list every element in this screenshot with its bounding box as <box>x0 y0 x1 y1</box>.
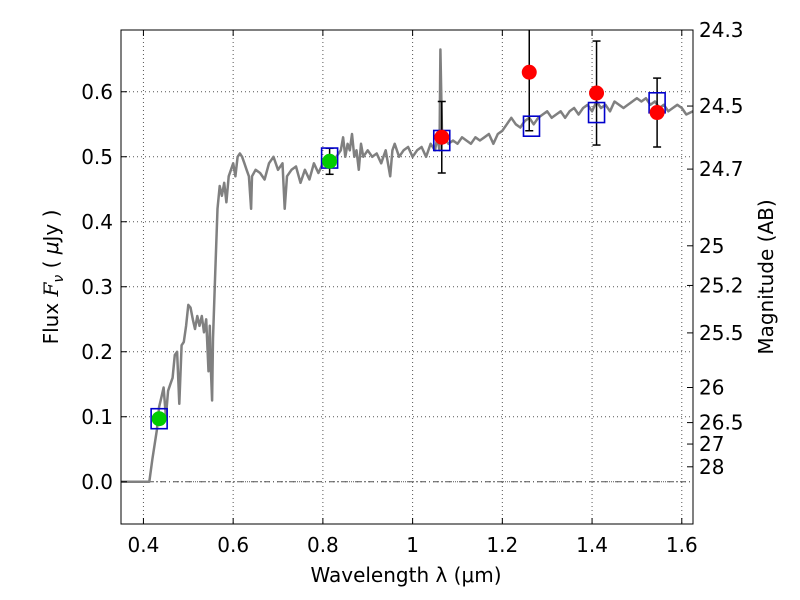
grid <box>121 30 693 524</box>
x-tick-label: 0.6 <box>217 533 249 557</box>
y-tick-label: 0.4 <box>81 210 113 234</box>
y-tick-label: 0.0 <box>81 470 113 494</box>
model-bandpass-square <box>587 101 606 124</box>
model-bandpass-square <box>522 115 541 137</box>
plot-frame <box>120 29 694 525</box>
x-tick-label: 1.4 <box>576 533 608 557</box>
optical-flux-point <box>322 153 338 169</box>
y-tick-label: 0.2 <box>81 340 113 364</box>
mag-tick-label: 26 <box>699 376 724 400</box>
series-layer <box>121 30 694 484</box>
y-axis-label-var: F <box>39 281 63 297</box>
observed-flux-point <box>589 85 605 101</box>
mag-tick-label: 24.3 <box>699 18 744 42</box>
optical-flux-point <box>151 411 167 427</box>
y-axis-label-prefix: Flux <box>39 296 63 344</box>
x-tick-label: 1 <box>406 533 419 557</box>
mag-tick-label: 25.5 <box>699 321 744 345</box>
template-spectrum-line <box>121 48 694 484</box>
y-axis-label: Flux Fν ( μJy ) <box>39 210 67 345</box>
observed-flux-point <box>434 129 450 145</box>
y-tick-label: 0.6 <box>81 80 113 104</box>
mag-tick-label: 28 <box>699 455 724 479</box>
y-axis-label-mu: μ <box>39 241 63 255</box>
y-tick-label: 0.5 <box>81 145 113 169</box>
mag-tick-label: 26.5 <box>699 411 744 435</box>
x-tick-label: 1.2 <box>486 533 518 557</box>
x-tick-label: 0.4 <box>128 533 160 557</box>
mag-tick-label: 25 <box>699 234 724 258</box>
y-axis-label-sub: ν <box>51 275 67 283</box>
observed-flux-point <box>521 64 537 80</box>
y2-axis-label: Magnitude (AB) <box>754 199 778 354</box>
y-tick-label: 0.3 <box>81 275 113 299</box>
mag-tick-label: 25.2 <box>699 273 744 297</box>
mag-tick-label: 24.7 <box>699 157 744 181</box>
x-axis-label: Wavelength λ (μm) <box>310 563 501 587</box>
observed-flux-point <box>649 105 665 121</box>
ticks: 0.4 0.6 0.8 1 1.2 1.4 1.6 0.0 0.1 0.2 0.3 0.4 0.5 0.6… <box>81 18 743 557</box>
x-tick-label: 0.8 <box>307 533 339 557</box>
mag-tick-label: 27 <box>699 432 724 456</box>
x-tick-label: 1.6 <box>666 533 698 557</box>
y-tick-label: 0.1 <box>81 405 113 429</box>
model-bandpass-square <box>150 407 168 430</box>
y-axis-label-unit: Jy ) <box>39 210 63 244</box>
mag-tick-label: 24.5 <box>699 94 744 118</box>
y-axis-label-mid: ( <box>39 254 63 275</box>
